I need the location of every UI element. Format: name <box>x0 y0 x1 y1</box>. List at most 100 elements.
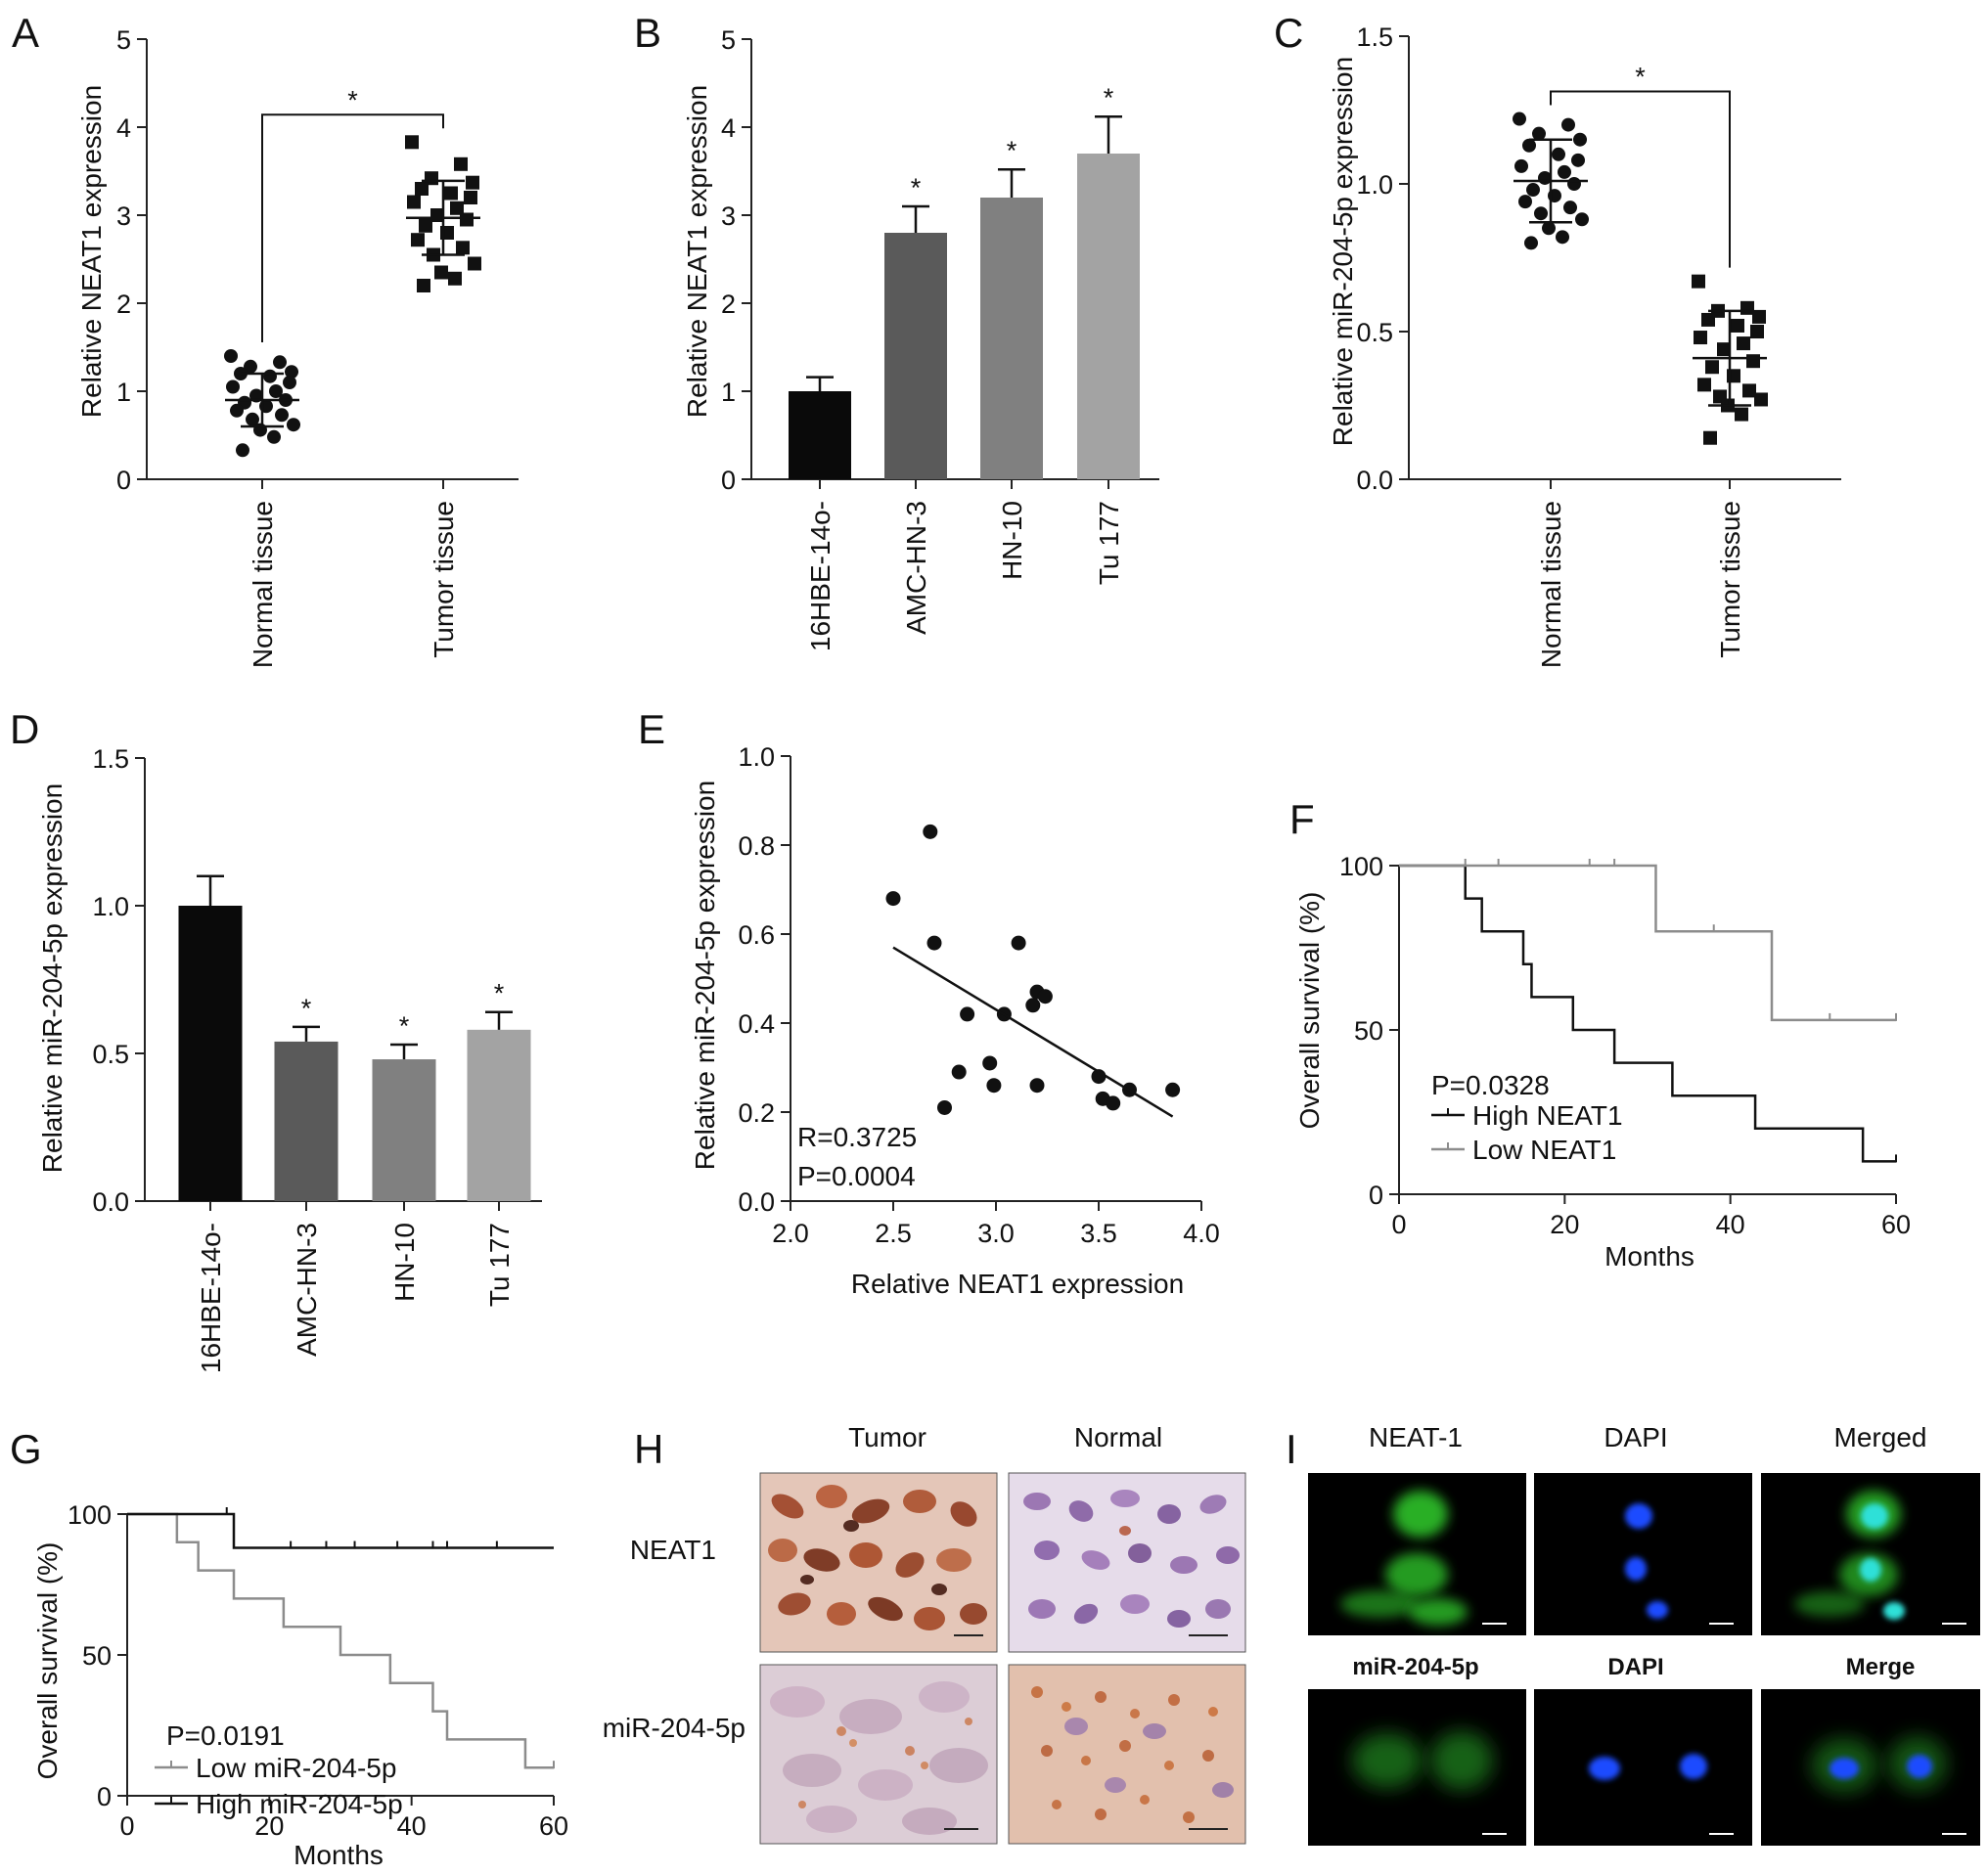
panel-A-point <box>411 233 425 247</box>
panel-C-point <box>1735 407 1748 422</box>
panel-C-point <box>1737 336 1750 351</box>
panel-f-legend-label: Low NEAT1 <box>1472 1135 1616 1165</box>
panel-f-survival-curve <box>1399 864 1896 1022</box>
panel-C-point <box>1717 342 1731 357</box>
panel-label-c: C <box>1274 10 1303 56</box>
panel-C-point <box>1754 392 1768 407</box>
panel-e-point <box>1106 1095 1121 1111</box>
if-mir-image <box>1308 1689 1526 1846</box>
panel-e-ytick-label: 0.0 <box>738 1187 775 1217</box>
panel-A-category-label: Tumor tissue <box>429 501 459 658</box>
panel-e-point <box>926 935 942 951</box>
panel-D-bar <box>372 1059 436 1201</box>
panel-e-point <box>1011 935 1026 951</box>
if-bottom-dapi: DAPI <box>1607 1654 1663 1680</box>
panel-f-p-value: P=0.0328 <box>1431 1070 1550 1100</box>
panel-C-point <box>1701 312 1715 327</box>
panel-D-category-label: AMC-HN-3 <box>292 1223 322 1357</box>
ihc-mir-normal-image <box>1008 1664 1246 1845</box>
if-images <box>1308 1473 1980 1846</box>
panel-B-ytick-label: 1 <box>721 378 736 407</box>
panel-D-bar <box>467 1029 531 1201</box>
panel-e-point <box>982 1055 998 1071</box>
panel-C-point <box>1513 112 1526 126</box>
panel-B-bar <box>980 198 1043 479</box>
panel-A-point <box>415 182 429 196</box>
panel-C-ytick-label: 1.5 <box>1356 22 1393 52</box>
panel-A-point <box>236 443 249 458</box>
panel-C-point <box>1742 383 1756 398</box>
panel-c-ylabel: Relative miR-204-5p expression <box>1328 57 1358 446</box>
panel-e-ytick-label: 0.4 <box>738 1009 775 1039</box>
panel-D-significance-star: * <box>494 979 505 1008</box>
panel-g-survival-curve <box>127 1512 554 1769</box>
panel-e-point <box>1165 1082 1181 1097</box>
panel-B-significance-star: * <box>1007 136 1017 165</box>
panel-e-xtick-label: 4.0 <box>1183 1219 1220 1248</box>
panel-f-survival-curve <box>1399 864 1896 1163</box>
panel-C-point <box>1746 354 1760 369</box>
panel-C-point <box>1575 212 1589 227</box>
panel-A-point <box>417 279 430 292</box>
ihc-neat1-tumor-image <box>759 1472 998 1653</box>
panel-A-point <box>444 186 458 201</box>
panel-A-ytick-label: 1 <box>116 378 131 407</box>
panel-e-ytick-label: 0.2 <box>738 1098 775 1128</box>
panel-C-point <box>1532 126 1546 141</box>
panel-label-h: H <box>634 1426 663 1472</box>
panel-B-ytick-label: 4 <box>721 113 736 143</box>
panel-label-e: E <box>638 706 665 752</box>
panel-B-bar <box>1077 154 1140 479</box>
panel-C-ytick-label: 1.0 <box>1356 170 1393 200</box>
panel-A-point <box>226 379 240 394</box>
panel-D-significance-star: * <box>301 994 312 1023</box>
panel-g-xtick-label: 60 <box>539 1811 568 1841</box>
charts-layer: 0 1 2 3 4 5 Normal tissue Tumor tissue * 0.0 0.5 1.… <box>68 22 1911 1841</box>
if-dapi-bottom-image <box>1534 1689 1752 1846</box>
panel-A-point <box>244 359 257 374</box>
if-bottom-mir: miR-204-5p <box>1352 1654 1478 1680</box>
panel-label-a: A <box>12 10 39 56</box>
panel-e-ytick-label: 0.8 <box>738 831 775 861</box>
panel-C-point <box>1697 378 1711 392</box>
panel-label-g: G <box>10 1426 42 1472</box>
panel-A-point <box>464 191 477 204</box>
panel-A-point <box>454 156 468 171</box>
panel-g-ytick-label: 100 <box>68 1500 112 1530</box>
if-dapi-top-image <box>1534 1473 1752 1635</box>
panel-A-ytick-label: 2 <box>116 290 131 319</box>
panel-A-point <box>246 412 259 426</box>
panel-label-d: D <box>10 706 39 752</box>
panel-e-xlabel: Relative NEAT1 expression <box>851 1269 1184 1299</box>
panel-e-point <box>1025 998 1041 1013</box>
panel-A-point <box>230 403 244 418</box>
panel-f-ytick-label: 50 <box>1354 1016 1383 1046</box>
panel-g-legend-label: High miR-204-5p <box>196 1789 403 1819</box>
panel-f-xtick-label: 20 <box>1550 1210 1579 1239</box>
ihc-neat1-normal-image <box>1008 1472 1246 1653</box>
panel-e-p-value: P=0.0004 <box>797 1161 916 1191</box>
panel-B-ytick-label: 3 <box>721 201 736 231</box>
panel-A-point <box>224 349 238 363</box>
if-top-neat: NEAT-1 <box>1369 1422 1463 1452</box>
panel-e-ylabel: Relative miR-204-5p expression <box>690 781 720 1170</box>
panel-A-point <box>450 201 464 215</box>
panel-D-significance-star: * <box>399 1011 410 1041</box>
panel-D-category-label: 16HBE-14o- <box>196 1223 226 1373</box>
panel-a-ylabel: Relative NEAT1 expression <box>76 85 107 418</box>
panel-e-xtick-label: 2.5 <box>875 1219 912 1248</box>
panel-e-ytick-label: 1.0 <box>738 742 775 772</box>
panel-A-point <box>253 423 267 437</box>
panel-b-ylabel: Relative NEAT1 expression <box>682 85 712 418</box>
panel-A-ytick-label: 0 <box>116 466 131 495</box>
panel-A-point <box>468 256 481 271</box>
panel-A-significance-star: * <box>347 85 358 114</box>
panel-B-significance-star: * <box>911 173 922 202</box>
panel-C-point <box>1694 331 1707 345</box>
panel-C-point <box>1526 183 1540 198</box>
panel-D-category-label: HN-10 <box>389 1223 420 1302</box>
panel-C-ytick-label: 0.5 <box>1356 318 1393 347</box>
panel-C-point <box>1534 206 1548 221</box>
panel-C-point <box>1573 132 1587 147</box>
